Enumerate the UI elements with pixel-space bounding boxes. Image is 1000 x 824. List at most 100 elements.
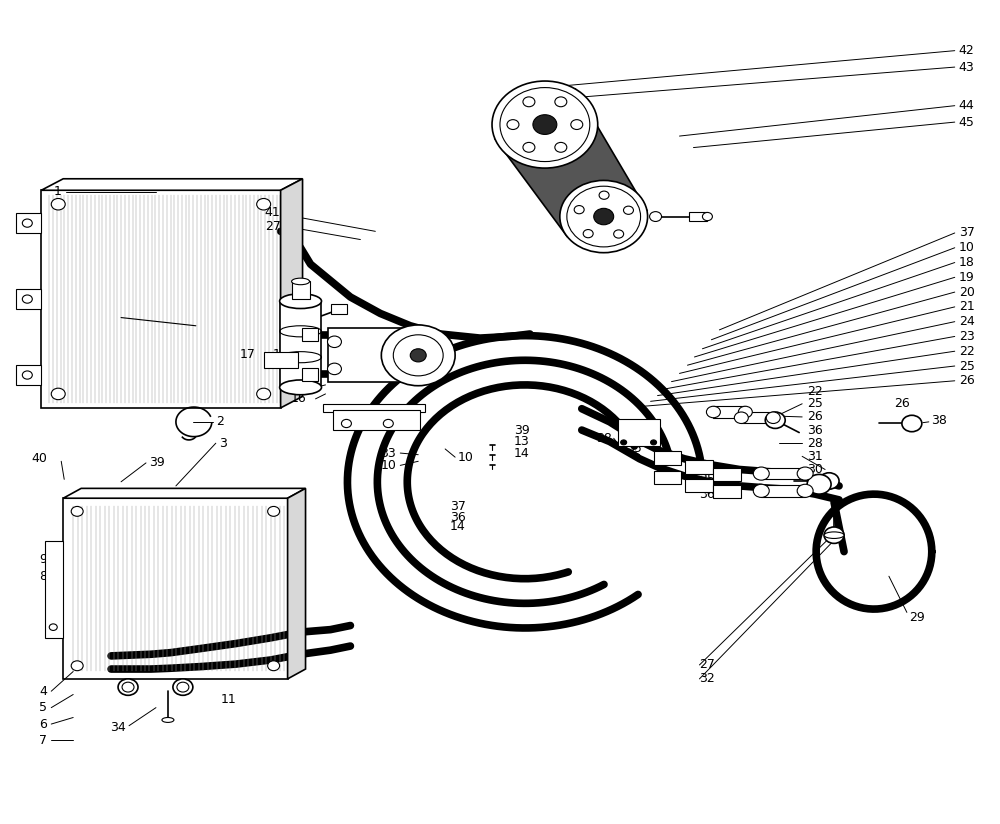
Text: 41: 41 — [265, 206, 281, 219]
Text: 37: 37 — [450, 500, 466, 513]
Text: 12: 12 — [291, 368, 306, 382]
Circle shape — [824, 527, 844, 543]
Text: 36: 36 — [699, 488, 715, 501]
Text: 27: 27 — [699, 658, 715, 672]
Circle shape — [22, 371, 32, 379]
Text: 31: 31 — [807, 450, 823, 463]
Bar — [328, 328, 420, 382]
Circle shape — [257, 388, 271, 400]
Circle shape — [383, 419, 393, 428]
Ellipse shape — [162, 718, 174, 723]
Circle shape — [807, 475, 831, 494]
Text: 2: 2 — [216, 415, 224, 428]
Text: 44: 44 — [959, 99, 974, 112]
Text: 38: 38 — [596, 432, 612, 445]
Circle shape — [623, 206, 633, 214]
Circle shape — [51, 388, 65, 400]
Text: 37: 37 — [959, 227, 975, 240]
Circle shape — [650, 212, 662, 222]
Text: 42: 42 — [959, 44, 974, 57]
Text: 40: 40 — [31, 452, 47, 466]
Circle shape — [22, 219, 32, 227]
Text: 27: 27 — [265, 220, 281, 233]
Circle shape — [706, 406, 720, 418]
Polygon shape — [41, 179, 303, 190]
Circle shape — [268, 661, 280, 671]
Circle shape — [49, 624, 57, 630]
Bar — [45, 541, 63, 638]
Text: 7: 7 — [39, 734, 47, 747]
Circle shape — [621, 440, 627, 445]
Circle shape — [555, 143, 567, 152]
Text: 35: 35 — [626, 442, 642, 456]
Text: 10: 10 — [959, 241, 975, 255]
Text: 17: 17 — [240, 348, 256, 361]
Text: 35: 35 — [699, 473, 715, 486]
Text: 16: 16 — [291, 392, 306, 405]
Ellipse shape — [280, 293, 321, 308]
Polygon shape — [16, 213, 41, 233]
Circle shape — [599, 191, 609, 199]
Circle shape — [738, 406, 752, 418]
Circle shape — [753, 485, 769, 498]
Text: 29: 29 — [909, 611, 925, 624]
Text: 8: 8 — [39, 569, 47, 583]
Bar — [323, 404, 425, 412]
Text: 10: 10 — [458, 451, 474, 464]
Circle shape — [651, 440, 657, 445]
Circle shape — [902, 415, 922, 432]
Text: 32: 32 — [699, 672, 715, 686]
Bar — [280, 301, 321, 387]
Bar — [264, 352, 298, 368]
Circle shape — [118, 679, 138, 695]
Polygon shape — [288, 489, 306, 679]
Circle shape — [555, 97, 567, 107]
Polygon shape — [16, 289, 41, 309]
Text: 26: 26 — [959, 374, 974, 387]
Bar — [713, 468, 741, 481]
Bar — [654, 471, 681, 485]
Bar — [713, 485, 741, 499]
Circle shape — [71, 661, 83, 671]
Circle shape — [797, 485, 813, 498]
Circle shape — [753, 467, 769, 480]
Circle shape — [594, 208, 614, 225]
Circle shape — [702, 213, 712, 221]
Text: 18: 18 — [959, 256, 975, 269]
Text: 13: 13 — [514, 435, 530, 448]
Bar — [761, 485, 805, 497]
Bar — [741, 412, 773, 424]
Text: 5: 5 — [39, 701, 47, 714]
Text: 19: 19 — [959, 271, 974, 283]
Polygon shape — [281, 179, 303, 408]
Bar — [63, 499, 288, 679]
Circle shape — [614, 230, 624, 238]
Circle shape — [410, 349, 426, 362]
Circle shape — [765, 412, 785, 428]
Circle shape — [583, 230, 593, 238]
Circle shape — [507, 119, 519, 129]
Circle shape — [257, 199, 271, 210]
Bar — [302, 328, 318, 341]
Bar — [302, 368, 318, 381]
Text: 10: 10 — [380, 459, 396, 472]
Circle shape — [571, 119, 583, 129]
Circle shape — [797, 467, 813, 480]
Text: 43: 43 — [959, 61, 974, 73]
Text: 14: 14 — [450, 521, 466, 533]
Text: 30: 30 — [807, 463, 823, 476]
Circle shape — [268, 507, 280, 517]
Text: 28: 28 — [807, 437, 823, 450]
Polygon shape — [63, 489, 306, 499]
Circle shape — [533, 115, 557, 134]
Bar — [685, 461, 713, 474]
Ellipse shape — [292, 279, 310, 285]
Bar — [685, 479, 713, 492]
Circle shape — [766, 412, 780, 424]
Text: 24: 24 — [959, 315, 974, 328]
Bar — [618, 419, 660, 447]
Circle shape — [22, 295, 32, 303]
Text: 15: 15 — [273, 348, 289, 361]
Text: 39: 39 — [514, 424, 530, 437]
Bar — [41, 190, 281, 408]
